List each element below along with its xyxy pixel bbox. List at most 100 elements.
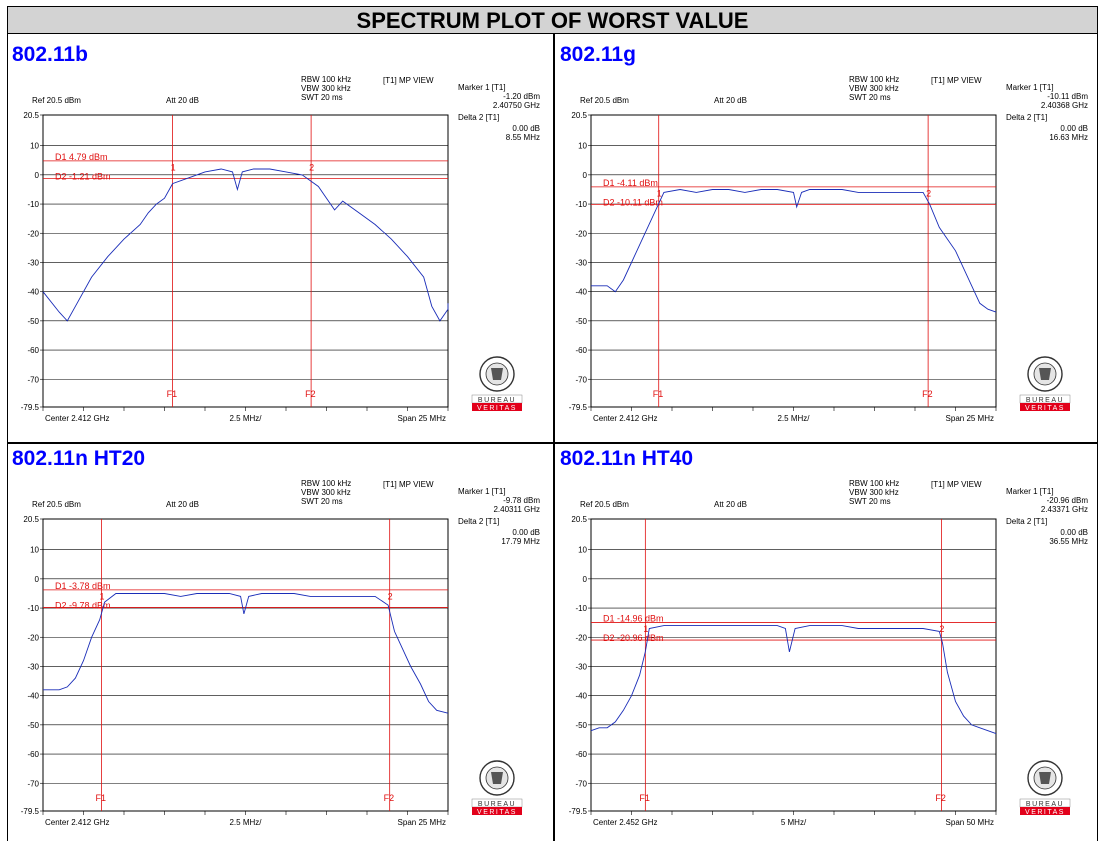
y-tick-label: -79.5 xyxy=(569,807,588,816)
y-tick-label: -20 xyxy=(575,633,587,642)
span-label: Span 25 MHz xyxy=(398,414,446,423)
marker-1-title: Marker 1 [T1] xyxy=(458,487,506,496)
delta-2-level: 0.00 dB xyxy=(1060,528,1088,537)
y-tick-label: 0 xyxy=(583,171,588,180)
y-tick-label: 10 xyxy=(30,546,39,555)
y-tick-label: -50 xyxy=(575,721,587,730)
vbw-text: VBW 300 kHz xyxy=(849,488,899,497)
y-tick-label: -70 xyxy=(575,375,587,384)
y-tick-label: -40 xyxy=(575,288,587,297)
y-tick-label: -30 xyxy=(575,258,587,267)
y-tick-label: 0 xyxy=(35,575,40,584)
marker-2-label: 2 xyxy=(388,591,393,601)
y-tick-label: -30 xyxy=(575,662,587,671)
panel-label-802-11n-ht20: 802.11n HT20 xyxy=(12,447,146,470)
y-tick-label: 10 xyxy=(30,142,39,151)
y-tick-label: -20 xyxy=(27,633,39,642)
plot-frame xyxy=(590,518,997,812)
frequency-line-f1-label: F1 xyxy=(653,389,664,399)
attenuation-text: Att 20 dB xyxy=(166,96,199,105)
view-text: [T1] MP VIEW xyxy=(383,480,434,489)
delta-2-frequency: 17.79 MHz xyxy=(501,537,540,546)
y-tick-label: -10 xyxy=(27,200,39,209)
rbw-text: RBW 100 kHz xyxy=(849,75,899,84)
ref-level-text: Ref 20.5 dBm xyxy=(32,500,81,509)
delta-2-title: Delta 2 [T1] xyxy=(1006,113,1047,122)
display-line-d2-label: D2 -20.96 dBm xyxy=(603,633,664,643)
display-line-d1-label: D1 -3.78 dBm xyxy=(55,581,111,591)
rbw-text: RBW 100 kHz xyxy=(301,75,351,84)
y-tick-label: -20 xyxy=(575,229,587,238)
y-tick-label: -79.5 xyxy=(569,403,588,412)
marker-1-frequency: 2.43371 GHz xyxy=(1041,505,1088,514)
y-tick-label: -70 xyxy=(27,779,39,788)
frequency-line-f1-label: F1 xyxy=(167,389,178,399)
center-frequency-label: Center 2.412 GHz xyxy=(45,414,109,423)
y-tick-label: 10 xyxy=(578,142,587,151)
logo-text-top: BUREAU xyxy=(478,801,516,808)
right-border xyxy=(1097,34,1098,841)
spectrum-trace xyxy=(591,189,997,313)
frequency-line-f2-label: F2 xyxy=(935,793,946,803)
frequency-line-f2-label: F2 xyxy=(305,389,316,399)
panel-label-802-11n-ht40: 802.11n HT40 xyxy=(560,447,694,470)
marker-1-frequency: 2.40311 GHz xyxy=(493,505,540,514)
center-frequency-label: Center 2.412 GHz xyxy=(593,414,657,423)
marker-1-title: Marker 1 [T1] xyxy=(458,83,506,92)
attenuation-text: Att 20 dB xyxy=(166,500,199,509)
marker-1-label: 1 xyxy=(643,624,648,634)
y-tick-label: 20.5 xyxy=(571,515,587,524)
swt-text: SWT 20 ms xyxy=(849,497,891,506)
spectrum-trace xyxy=(590,625,997,735)
delta-2-frequency: 36.55 MHz xyxy=(1049,537,1088,546)
marker-2-label: 2 xyxy=(926,188,931,198)
logo-text-top: BUREAU xyxy=(1026,801,1064,808)
y-tick-label: -50 xyxy=(27,721,39,730)
rbw-text: RBW 100 kHz xyxy=(849,479,899,488)
y-tick-label: -40 xyxy=(27,288,39,297)
y-tick-label: 10 xyxy=(578,546,587,555)
ref-level-text: Ref 20.5 dBm xyxy=(32,96,81,105)
page-title: SPECTRUM PLOT OF WORST VALUE xyxy=(7,6,1098,34)
y-tick-label: 0 xyxy=(583,575,588,584)
y-tick-label: -70 xyxy=(27,375,39,384)
swt-text: SWT 20 ms xyxy=(301,497,343,506)
frequency-line-f2-label: F2 xyxy=(384,793,395,803)
y-tick-label: -60 xyxy=(575,346,587,355)
view-text: [T1] MP VIEW xyxy=(383,76,434,85)
ref-level-text: Ref 20.5 dBm xyxy=(580,96,629,105)
delta-2-title: Delta 2 [T1] xyxy=(458,113,499,122)
marker-1-label: 1 xyxy=(657,188,662,198)
logo-seal-emblem xyxy=(1039,772,1051,784)
logo-bottom-band xyxy=(1020,807,1070,815)
y-tick-label: 20.5 xyxy=(23,515,39,524)
marker-1-label: 1 xyxy=(171,162,176,172)
y-tick-label: -60 xyxy=(575,750,587,759)
delta-2-title: Delta 2 [T1] xyxy=(458,517,499,526)
y-tick-label: -10 xyxy=(575,604,587,613)
logo-text-bottom: VERITAS xyxy=(477,809,517,816)
marker-1-level: -1.20 dBm xyxy=(503,92,540,101)
display-line-d2-label: D2 -10.11 dBm xyxy=(603,197,663,207)
division-label: 2.5 MHz/ xyxy=(229,818,262,827)
y-tick-label: -40 xyxy=(27,692,39,701)
y-tick-label: -10 xyxy=(27,604,39,613)
display-line-d2-label: D2 -9.78 dBm xyxy=(55,600,111,610)
logo-bottom-band xyxy=(472,403,522,411)
frequency-line-f1-label: F1 xyxy=(639,793,650,803)
logo-text-bottom: VERITAS xyxy=(477,405,517,412)
y-tick-label: -10 xyxy=(575,200,587,209)
marker-1-title: Marker 1 [T1] xyxy=(1006,487,1054,496)
y-tick-label: -79.5 xyxy=(21,807,40,816)
view-text: [T1] MP VIEW xyxy=(931,480,982,489)
plot-frame xyxy=(42,114,449,408)
attenuation-text: Att 20 dB xyxy=(714,96,747,105)
marker-2-label: 2 xyxy=(939,624,944,634)
attenuation-text: Att 20 dB xyxy=(714,500,747,509)
vertical-divider xyxy=(553,34,555,841)
vbw-text: VBW 300 kHz xyxy=(301,84,351,93)
delta-2-title: Delta 2 [T1] xyxy=(1006,517,1047,526)
